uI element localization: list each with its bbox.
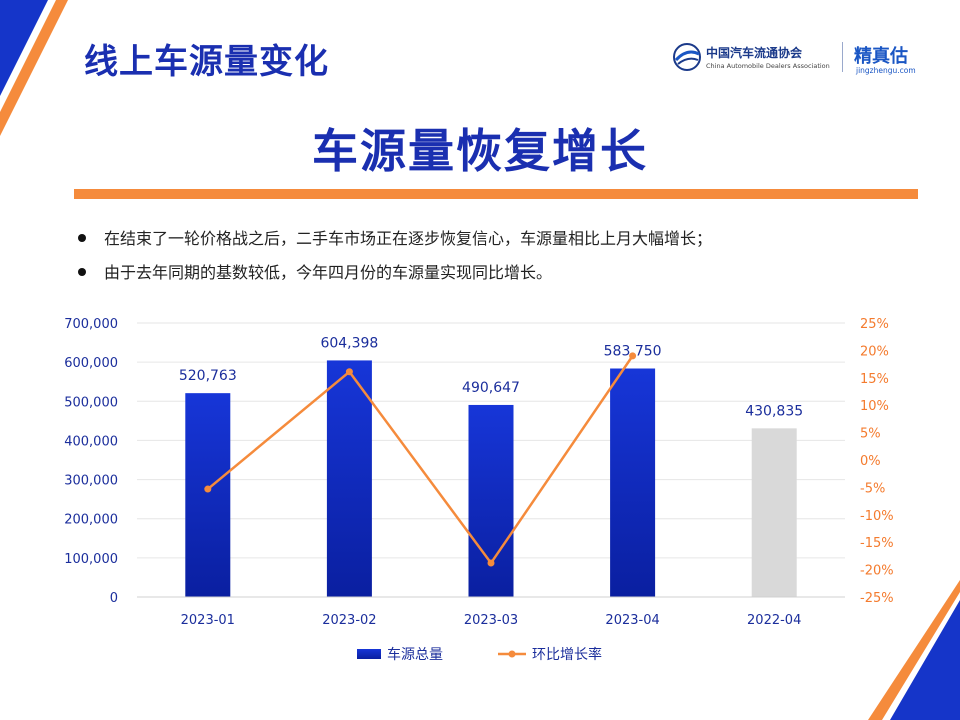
legend-swatch-marker <box>508 650 516 658</box>
y-left-tick-label: 500,000 <box>64 395 118 410</box>
corner-decoration-bottom-right <box>868 580 960 720</box>
bar-series: 520,763 604,398 490,647 583,750 430,835 <box>179 335 803 597</box>
bullet-list: 在结束了一轮价格战之后，二手车市场正在逐步恢复信心，车源量相比上月大幅增长； 由… <box>78 222 712 290</box>
x-tick-label: 2023-01 <box>181 613 235 628</box>
headline: 车源量恢复增长 <box>312 124 648 178</box>
bar-data-label: 430,835 <box>745 403 803 419</box>
y-axis-left: 0 100,000 200,000 300,000 400,000 500,000 600,… <box>64 317 118 606</box>
bar-data-label: 490,647 <box>462 380 520 396</box>
series-line <box>207 355 634 566</box>
bullet-item: 由于去年同期的基数较低，今年四月份的车源量实现同比增长。 <box>78 256 712 290</box>
brand-url: jingzhengu.com <box>856 66 916 75</box>
bullet-text: 由于去年同期的基数较低，今年四月份的车源量实现同比增长。 <box>104 263 553 282</box>
y-left-tick-label: 600,000 <box>64 356 118 371</box>
y-right-tick-label: -15% <box>860 536 894 551</box>
page-title: 线上车源量变化 <box>84 42 329 82</box>
y-right-tick-label: -20% <box>860 564 894 579</box>
line-point <box>487 559 495 567</box>
line-point <box>629 352 637 360</box>
line-series <box>204 352 637 567</box>
logo-area: 中国汽车流通协会 China Automobile Dealers Associ… <box>672 40 932 80</box>
y-left-tick-label: 400,000 <box>64 434 118 449</box>
x-tick-label: 2022-04 <box>747 613 801 628</box>
bar <box>610 368 656 597</box>
legend: 车源总量 环比增长率 <box>357 646 602 663</box>
bar <box>185 393 231 597</box>
bar-data-label: 604,398 <box>320 335 378 351</box>
line-point <box>204 485 212 493</box>
y-right-tick-label: 20% <box>860 344 889 359</box>
legend-label-line: 环比增长率 <box>532 646 602 663</box>
logo-divider <box>842 42 843 72</box>
y-right-tick-label: 10% <box>860 399 889 414</box>
x-axis: 2023-01 2023-02 2023-03 2023-04 2022-04 <box>137 596 845 628</box>
bar <box>751 428 797 597</box>
accent-bar <box>74 189 918 199</box>
bar-data-label: 520,763 <box>179 368 237 384</box>
y-right-tick-label: -25% <box>860 591 894 606</box>
y-right-tick-label: 5% <box>860 427 881 442</box>
bullet-item: 在结束了一轮价格战之后，二手车市场正在逐步恢复信心，车源量相比上月大幅增长； <box>78 222 712 256</box>
legend-swatch-bar <box>357 649 381 659</box>
line-point <box>345 368 353 376</box>
org-name-en: China Automobile Dealers Association <box>706 62 830 70</box>
x-tick-label: 2023-02 <box>322 613 376 628</box>
y-right-tick-label: 25% <box>860 317 889 332</box>
org-name-cn: 中国汽车流通协会 <box>706 46 803 60</box>
x-tick-label: 2023-03 <box>464 613 518 628</box>
y-right-tick-label: 0% <box>860 454 881 469</box>
y-left-tick-label: 300,000 <box>64 474 118 489</box>
y-left-tick-label: 0 <box>110 591 118 606</box>
bar <box>468 404 514 597</box>
cada-logo-icon <box>673 43 701 71</box>
bar-data-label: 583,750 <box>604 344 662 360</box>
bullet-text: 在结束了一轮价格战之后，二手车市场正在逐步恢复信心，车源量相比上月大幅增长； <box>104 229 713 248</box>
y-left-tick-label: 200,000 <box>64 513 118 528</box>
x-tick-label: 2023-04 <box>605 613 659 628</box>
legend-label-bar: 车源总量 <box>387 646 443 663</box>
y-right-tick-label: -5% <box>860 481 885 496</box>
y-right-tick-label: 15% <box>860 372 889 387</box>
corner-decoration-top-left <box>0 0 68 136</box>
bullet-dot-icon <box>78 267 86 276</box>
bullet-dot-icon <box>78 233 86 242</box>
y-right-tick-label: -10% <box>860 509 894 524</box>
y-left-tick-label: 700,000 <box>64 317 118 332</box>
bar <box>326 360 372 597</box>
brand-name: 精真估 <box>854 46 908 67</box>
y-axis-right: -25% -20% -15% -10% -5% 0% 5% 10% 15% 20% 25% <box>860 317 894 606</box>
y-left-tick-label: 100,000 <box>64 552 118 567</box>
